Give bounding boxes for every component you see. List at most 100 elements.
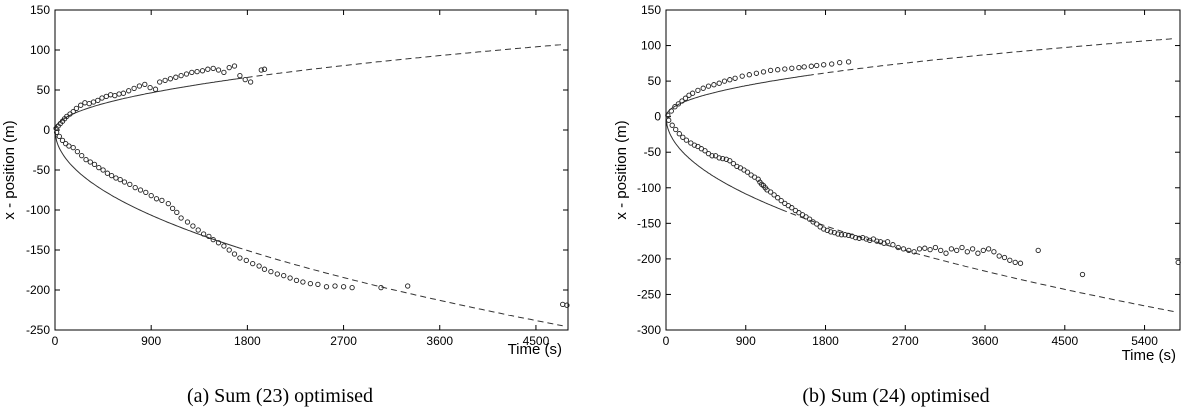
data-point	[842, 232, 848, 238]
data-point	[340, 284, 347, 290]
y-tick-label: -200	[26, 283, 50, 297]
data-point	[226, 64, 232, 71]
fit-curves-a	[54, 44, 563, 327]
data-point	[778, 197, 784, 204]
data-point	[190, 223, 196, 229]
data-point	[806, 216, 813, 222]
x-tick-label: 900	[141, 334, 161, 348]
data-point	[206, 233, 212, 240]
x-tick-label: 0	[52, 334, 59, 348]
data-point	[178, 72, 184, 79]
data-point	[705, 83, 712, 89]
data-point	[112, 92, 118, 99]
y-tick-label: -150	[637, 216, 661, 230]
data-point	[157, 79, 163, 85]
data-point	[721, 78, 728, 84]
data-point	[189, 69, 195, 76]
data-point	[682, 95, 689, 101]
y-tick-label: 100	[641, 39, 661, 53]
data-point	[730, 160, 737, 167]
data-point	[66, 143, 72, 149]
data-point	[916, 246, 923, 252]
data-point	[679, 98, 685, 104]
data-point	[287, 275, 293, 281]
data-point	[116, 91, 122, 97]
data-point	[775, 67, 781, 73]
data-point	[835, 231, 841, 237]
data-point	[845, 232, 852, 239]
data-point	[1079, 271, 1086, 278]
data-point	[91, 161, 98, 168]
data-point	[675, 101, 682, 107]
data-point	[221, 243, 227, 249]
x-tick-label: 900	[736, 334, 756, 348]
data-point	[143, 189, 149, 196]
y-tick-label: -250	[26, 323, 50, 337]
data-point	[874, 238, 880, 244]
data-point	[142, 81, 148, 88]
data-point	[1012, 259, 1018, 266]
data-point	[727, 158, 733, 164]
data-point	[744, 169, 751, 175]
fit-curve-lower-dashed	[236, 246, 563, 327]
data-point	[672, 104, 678, 110]
data-point	[828, 229, 834, 235]
y-tick-label: 100	[30, 43, 50, 57]
data-point	[771, 192, 777, 198]
y-tick-label: -50	[644, 145, 662, 159]
data-point	[137, 187, 144, 193]
data-point	[906, 247, 912, 254]
data-point	[911, 249, 917, 255]
data-point	[162, 77, 168, 84]
data-point	[900, 246, 907, 252]
data-point	[247, 79, 254, 85]
data-point	[405, 283, 411, 289]
data-point	[99, 95, 105, 101]
data-point	[666, 117, 672, 123]
data-point	[231, 63, 238, 69]
data-point	[852, 234, 859, 241]
data-point	[760, 69, 767, 75]
data-point	[683, 137, 690, 143]
y-tick-label: 150	[30, 3, 50, 17]
data-point	[1017, 260, 1024, 266]
data-point	[108, 172, 115, 179]
data-point	[96, 164, 102, 171]
data-point	[56, 133, 62, 140]
data-point	[980, 247, 986, 254]
data-point	[829, 61, 835, 67]
data-points-a	[53, 63, 570, 308]
data-point	[73, 105, 80, 112]
data-point	[560, 301, 566, 308]
data-point	[801, 64, 807, 70]
data-point	[948, 246, 955, 252]
x-tick-label: 4500	[1051, 334, 1078, 348]
data-point	[82, 100, 88, 106]
chart-panel-b: 0 900 1800 2700 3600 4500 5400 150 100 50 0 -50 -100…	[613, 3, 1181, 407]
data-point	[221, 69, 227, 76]
data-point	[148, 192, 154, 199]
data-point	[732, 75, 738, 81]
data-point	[927, 246, 933, 253]
data-point	[922, 245, 928, 251]
data-point	[293, 277, 300, 284]
data-point	[174, 209, 180, 216]
data-point	[281, 272, 287, 279]
x-tick-label: 0	[663, 334, 670, 348]
data-point	[268, 268, 274, 275]
data-point	[680, 134, 686, 140]
data-point	[964, 249, 970, 255]
data-point	[79, 152, 85, 159]
data-point	[200, 231, 207, 237]
data-point	[716, 155, 722, 161]
x-tick-label: 3600	[972, 334, 999, 348]
data-point	[243, 257, 249, 264]
data-point	[165, 200, 171, 207]
data-point	[74, 148, 81, 155]
x-tick-label: 1800	[234, 334, 261, 348]
data-point	[323, 284, 330, 290]
data-point	[775, 195, 781, 201]
data-point	[231, 251, 238, 257]
data-point	[838, 232, 845, 238]
